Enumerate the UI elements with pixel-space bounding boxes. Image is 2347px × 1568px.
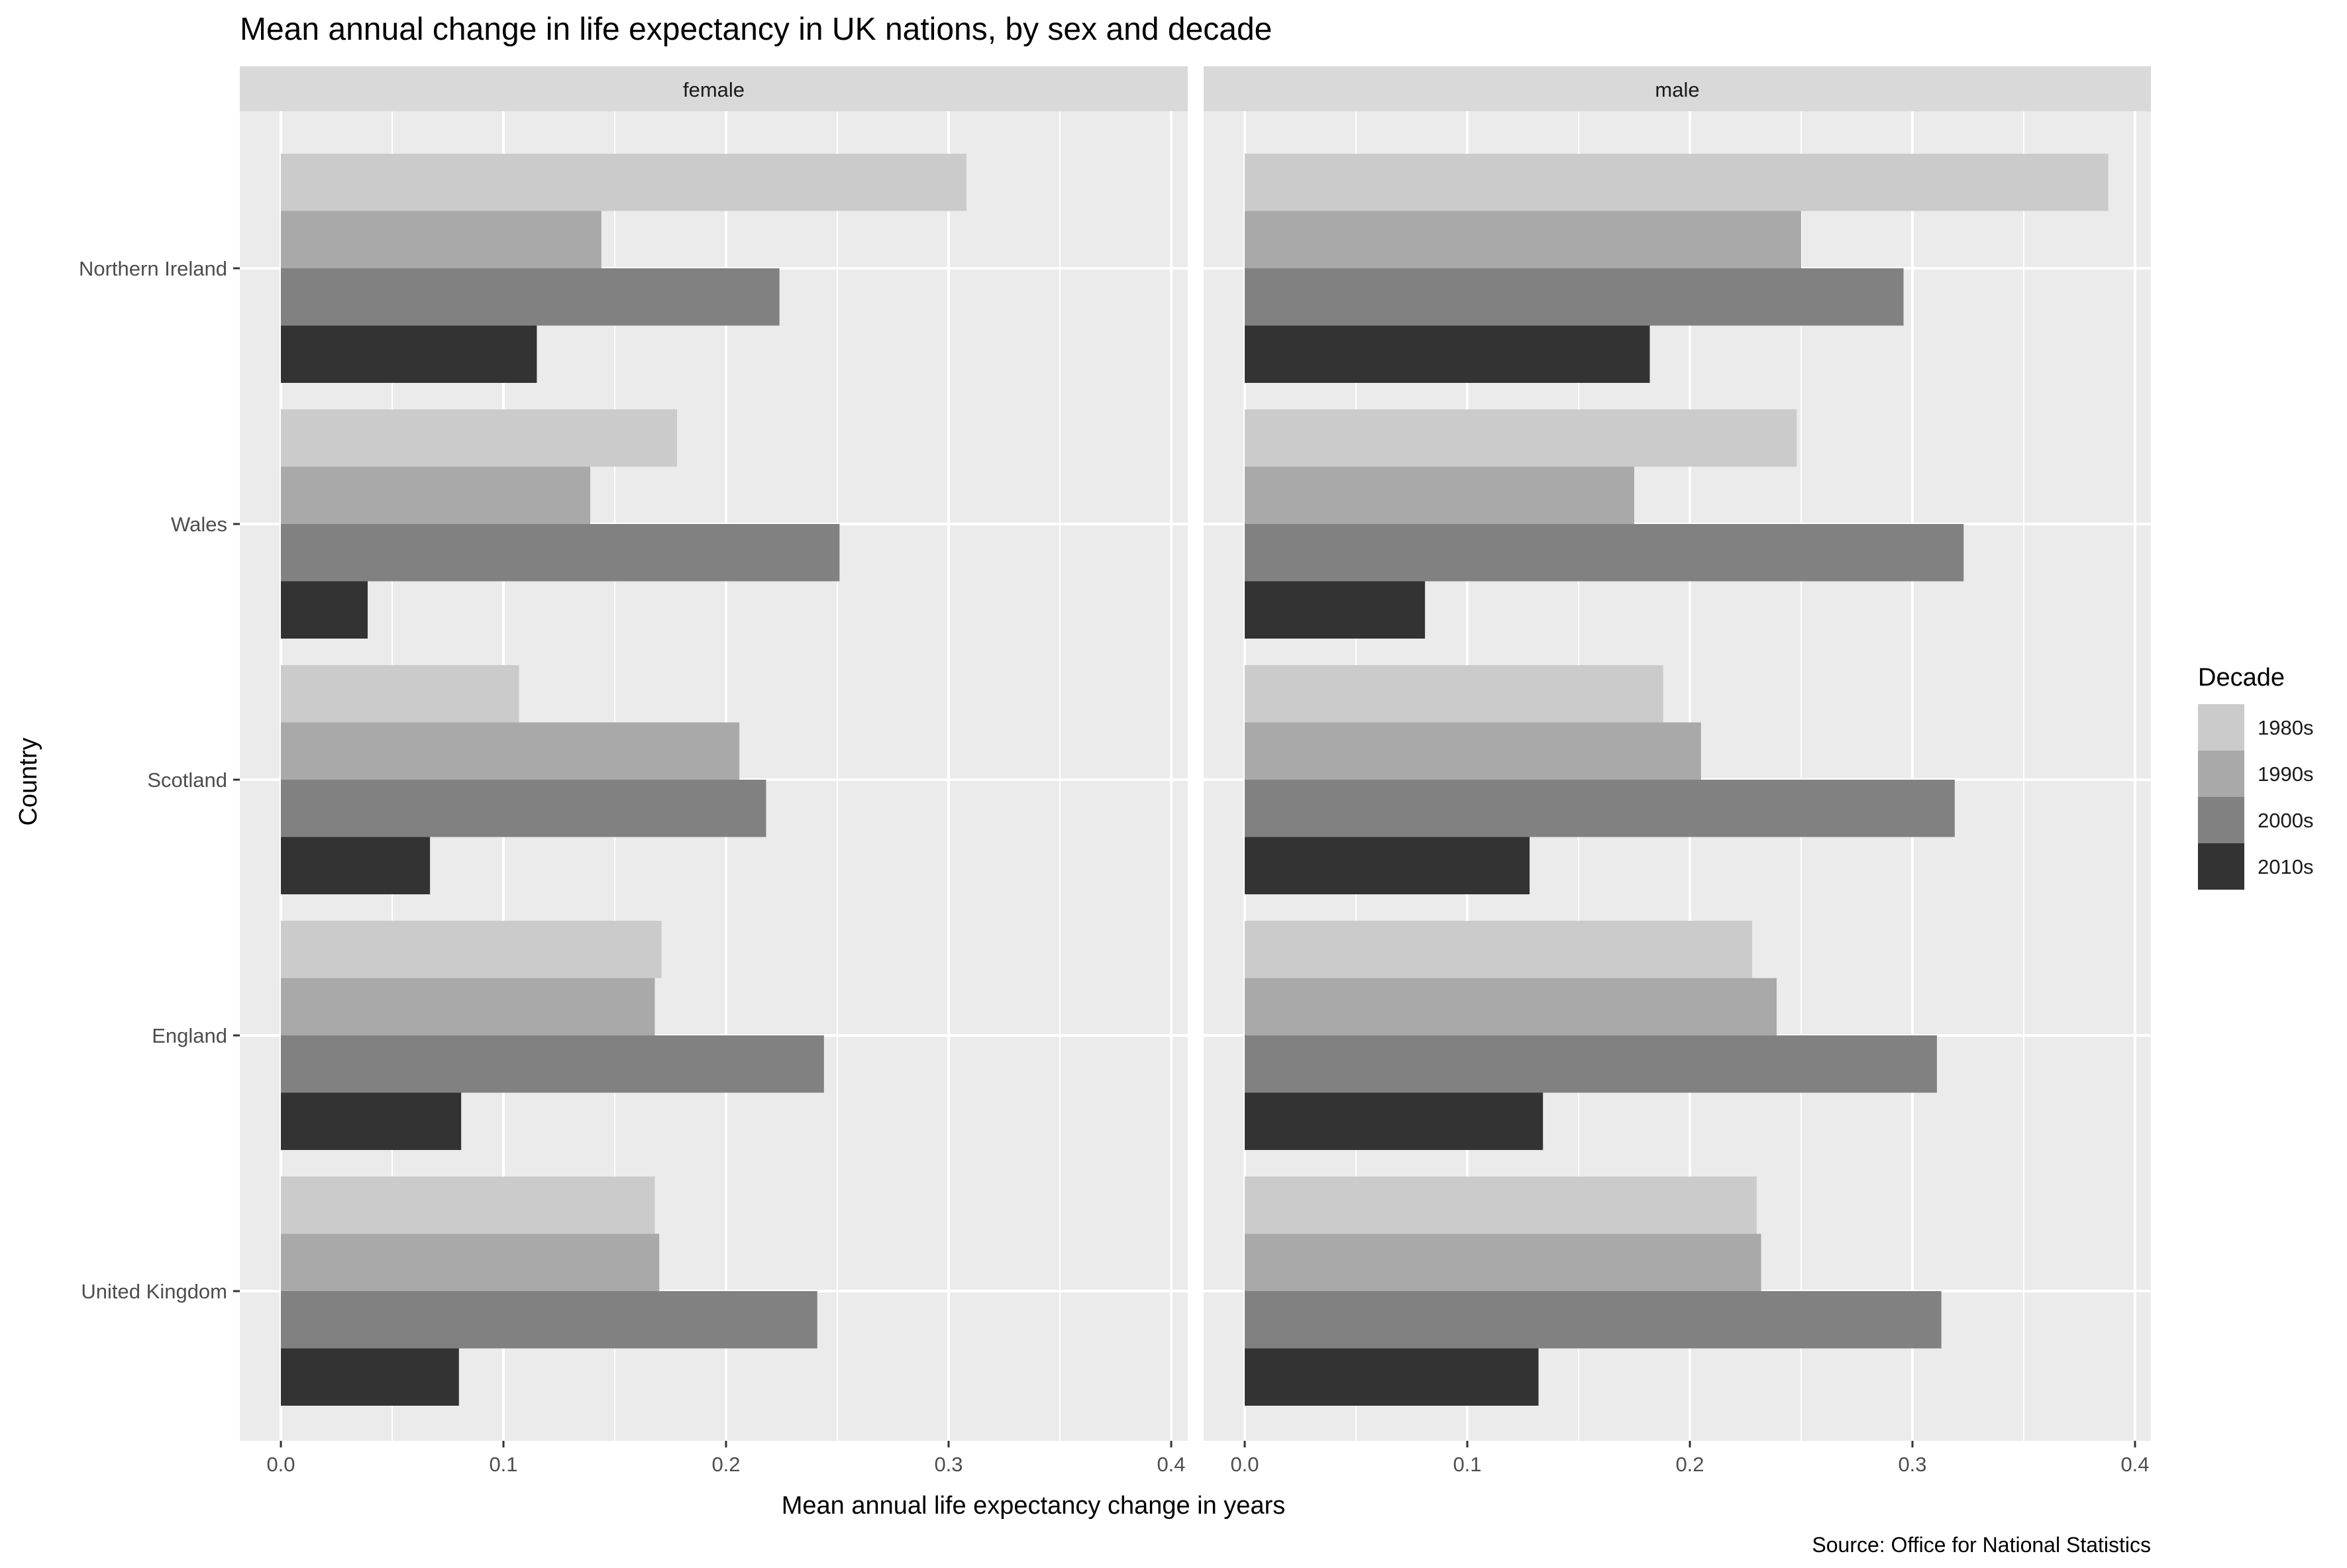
bar-male-united-kingdom-1990s	[1245, 1233, 1761, 1291]
legend-key-2000s	[2198, 797, 2244, 843]
bar-female-england-1980s	[281, 921, 662, 978]
bar-female-wales-2010s	[281, 581, 368, 639]
bar-male-england-2010s	[1245, 1092, 1543, 1150]
x-tick-label: 0.3	[1898, 1453, 1926, 1476]
bar-male-wales-2010s	[1245, 581, 1426, 639]
bar-male-england-1980s	[1245, 921, 1753, 978]
bar-female-northern-ireland-2010s	[281, 325, 537, 383]
legend-key-1990s	[2198, 751, 2244, 797]
x-tick-label: 0.4	[2120, 1453, 2149, 1476]
bar-female-united-kingdom-1990s	[281, 1233, 660, 1291]
bar-female-northern-ireland-1990s	[281, 211, 601, 268]
bar-male-northern-ireland-1980s	[1245, 154, 2109, 211]
legend: Decade 1980s 1990s 2000s 2010s	[2198, 664, 2313, 890]
bar-male-scotland-2000s	[1245, 780, 1955, 837]
y-tick-label: England	[152, 1024, 227, 1047]
panel-male: male 0.0 0.1 0.2 0.3 0.4	[1204, 66, 2151, 1476]
bar-female-united-kingdom-1980s	[281, 1176, 655, 1234]
facet-strip-label: female	[683, 78, 745, 101]
chart-caption: Source: Office for National Statistics	[1812, 1533, 2151, 1557]
bar-male-northern-ireland-2010s	[1245, 325, 1650, 383]
bar-female-northern-ireland-2000s	[281, 268, 780, 326]
y-tick-label: Wales	[171, 513, 227, 536]
chart-title: Mean annual change in life expectancy in…	[240, 12, 1272, 47]
legend-title: Decade	[2198, 664, 2285, 692]
bar-female-scotland-2000s	[281, 780, 766, 837]
facet-strip-label: male	[1655, 78, 1699, 101]
bar-female-wales-2000s	[281, 524, 840, 582]
bar-male-united-kingdom-1980s	[1245, 1176, 1757, 1234]
bar-male-wales-1980s	[1245, 409, 1797, 467]
x-tick-label: 0.1	[489, 1453, 517, 1476]
bar-male-northern-ireland-1990s	[1245, 211, 1801, 268]
bar-male-scotland-1980s	[1245, 665, 1663, 723]
x-tick-label: 0.1	[1453, 1453, 1481, 1476]
bar-female-england-2010s	[281, 1092, 462, 1150]
facet-strip	[240, 66, 1188, 111]
bar-male-wales-1990s	[1245, 466, 1634, 524]
bar-female-england-2000s	[281, 1035, 824, 1093]
facet-strip	[1204, 66, 2151, 111]
bar-male-scotland-1990s	[1245, 722, 1701, 780]
x-tick-label: 0.2	[1675, 1453, 1704, 1476]
bar-female-scotland-2010s	[281, 837, 431, 894]
y-tick-label: Scotland	[147, 768, 227, 792]
panel-female: female 0.0 0.1 0.2 0.3 0.4	[240, 66, 1188, 1476]
bar-male-united-kingdom-2010s	[1245, 1348, 1539, 1406]
bar-female-scotland-1980s	[281, 665, 519, 723]
x-tick-label: 0.2	[711, 1453, 740, 1476]
bar-female-scotland-1990s	[281, 722, 740, 780]
x-axis-title: Mean annual life expectancy change in ye…	[782, 1492, 1285, 1520]
legend-label-1980s: 1980s	[2258, 716, 2313, 739]
y-axis: Northern Ireland Wales Scotland England Unit…	[79, 257, 240, 1303]
bar-female-wales-1990s	[281, 466, 591, 524]
bar-female-wales-1980s	[281, 409, 678, 467]
bar-male-united-kingdom-2000s	[1245, 1291, 1942, 1349]
bar-male-england-1990s	[1245, 978, 1777, 1035]
bar-male-wales-2000s	[1245, 524, 1964, 582]
y-tick-label: Northern Ireland	[79, 257, 227, 280]
x-tick-label: 0.3	[934, 1453, 963, 1476]
x-tick-label: 0.0	[266, 1453, 295, 1476]
x-tick-label: 0.4	[1157, 1453, 1185, 1476]
bar-female-northern-ireland-1980s	[281, 154, 966, 211]
bar-female-england-1990s	[281, 978, 655, 1035]
legend-label-2000s: 2000s	[2258, 809, 2313, 832]
bar-female-united-kingdom-2010s	[281, 1348, 459, 1406]
bar-male-scotland-2010s	[1245, 837, 1530, 894]
legend-key-2010s	[2198, 843, 2244, 890]
bar-female-united-kingdom-2000s	[281, 1291, 817, 1349]
legend-label-2010s: 2010s	[2258, 855, 2313, 878]
y-tick-label: United Kingdom	[81, 1280, 227, 1303]
bar-male-northern-ireland-2000s	[1245, 268, 1904, 326]
x-tick-label: 0.0	[1230, 1453, 1259, 1476]
bar-male-england-2000s	[1245, 1035, 1937, 1093]
y-axis-title: Country	[15, 737, 42, 825]
legend-key-1980s	[2198, 704, 2244, 751]
legend-label-1990s: 1990s	[2258, 762, 2313, 786]
